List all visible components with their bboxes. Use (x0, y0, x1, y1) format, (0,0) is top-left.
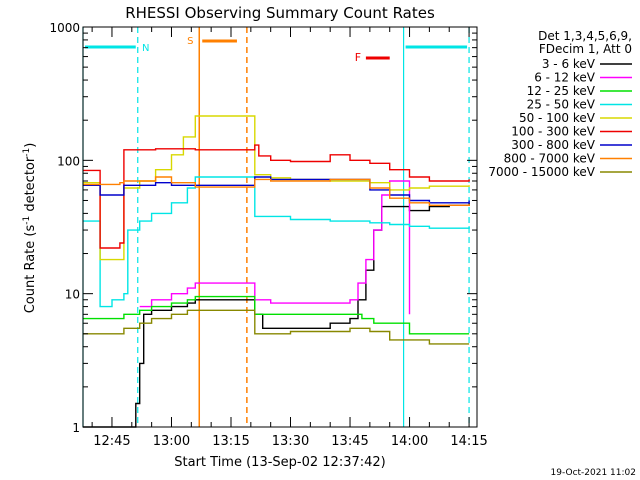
series-line-4 (83, 176, 470, 308)
series-lines (83, 115, 470, 428)
legend-label-8: 800 - 7000 keV (504, 152, 596, 166)
legend-label-6: 100 - 300 keV (511, 125, 595, 139)
y-axis-label-sup1: -1 (22, 216, 32, 225)
night-label: N (142, 43, 149, 54)
series-line-3 (83, 295, 470, 335)
legend-label-2: 6 - 12 keV (534, 71, 596, 85)
legend-label-3: 12 - 25 keV (527, 84, 596, 98)
series-line-6 (83, 144, 470, 249)
x-tick-label: 14:00 (391, 434, 428, 449)
y-axis-label-sup2: -1 (22, 148, 32, 157)
series-line-9 (83, 309, 470, 345)
legend-header-1: Det 1,3,4,5,6,9, (538, 29, 632, 43)
y-axis-label: Count Rate (s-1 detector-1) (22, 143, 38, 314)
y-tick-label: 1000 (49, 21, 80, 35)
y-tick-label: 10 (65, 288, 80, 302)
y-axis-label-mid: detector (23, 156, 38, 216)
axes: 1 10 100 1000 12:45 13:00 13:15 13:30 13:45 14:00… (49, 21, 487, 449)
legend: Det 1,3,4,5,6,9, FDecim 1, Att 0 3 - 6 k… (488, 29, 632, 179)
series-line-7 (83, 176, 470, 204)
x-axis-label: Start Time (13-Sep-02 12:37:42) (174, 455, 385, 470)
annotations: N S F (82, 27, 470, 427)
y-axis-label-end: ) (23, 143, 38, 148)
series-line-8 (83, 176, 470, 206)
x-tick-label: 13:45 (331, 434, 368, 449)
x-tick-label: 14:15 (450, 434, 487, 449)
x-tick-label: 13:30 (272, 434, 309, 449)
x-tick-label: 13:15 (212, 434, 249, 449)
legend-label-7: 300 - 800 keV (511, 138, 595, 152)
legend-label-9: 7000 - 15000 keV (488, 165, 595, 179)
series-line-2 (139, 180, 411, 315)
legend-label-5: 50 - 100 keV (519, 111, 596, 125)
saa-label: S (187, 36, 193, 47)
footer-timestamp: 19-Oct-2021 11:02 (551, 468, 636, 478)
y-tick-label: 100 (57, 154, 80, 168)
x-tick-label: 12:45 (93, 434, 130, 449)
legend-label-4: 25 - 50 keV (527, 98, 596, 112)
y-tick-label: 1 (72, 421, 80, 435)
legend-label-1: 3 - 6 keV (542, 57, 596, 71)
x-tick-label: 13:00 (153, 434, 190, 449)
y-axis-label-main: Count Rate (s (23, 225, 38, 314)
flare-label: F (355, 51, 361, 64)
legend-header-2: FDecim 1, Att 0 (539, 42, 632, 56)
plot-frame (82, 26, 478, 428)
chart-title: RHESSI Observing Summary Count Rates (125, 4, 435, 22)
